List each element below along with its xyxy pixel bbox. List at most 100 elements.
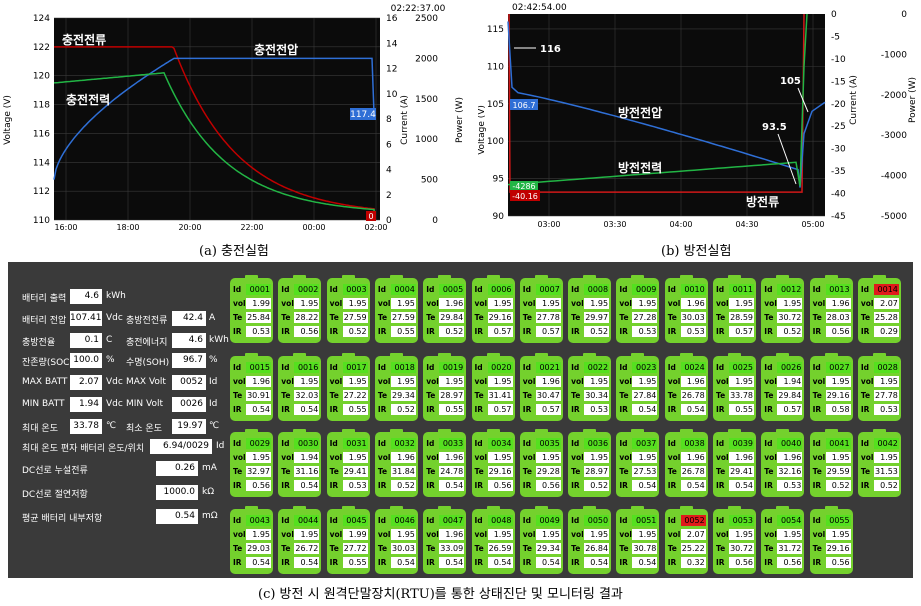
battery-cell-0032[interactable]: Id 0032 vol 1.96 Te 31.84 IR 0.52 (374, 429, 418, 497)
battery-cell-0050[interactable]: Id 0050 vol 1.95 Te 26.84 IR 0.54 (568, 506, 612, 574)
battery-cell-0045[interactable]: Id 0045 vol 1.99 Te 27.72 IR 0.55 (326, 506, 370, 574)
battery-cell-0029[interactable]: Id 0029 vol 1.95 Te 32.97 IR 0.56 (230, 429, 273, 497)
cell-key: Te (860, 391, 871, 400)
cell-key: IR (377, 558, 387, 567)
battery-cell-0004[interactable]: Id 0004 vol 1.95 Te 27.59 IR 0.55 (374, 275, 418, 343)
summary-value: 0.1 (70, 333, 102, 348)
battery-cell-0048[interactable]: Id 0048 vol 1.95 Te 26.59 IR 0.54 (471, 506, 515, 574)
battery-cell-0033[interactable]: Id 0033 vol 1.96 Te 24.78 IR 0.54 (423, 429, 467, 497)
cell-id-value: 0012 (777, 284, 803, 295)
discharge-power-marker-text: -4286 (512, 182, 535, 191)
cell-id-value: 0036 (584, 438, 610, 449)
cell-field-ir: IR 0.29 (861, 325, 899, 338)
cell-key: Te (474, 467, 484, 476)
battery-cell-0006[interactable]: Id 0006 vol 1.95 Te 29.16 IR 0.57 (471, 275, 515, 343)
cell-key: Id (522, 363, 531, 372)
battery-terminal-icon (824, 353, 838, 357)
battery-cell-0042[interactable]: Id 0042 vol 1.95 Te 31.53 IR 0.52 (857, 429, 901, 497)
cell-key: IR (377, 481, 387, 490)
battery-cell-0001[interactable]: Id 0001 vol 1.99 Te 25.84 IR 0.53 (230, 275, 273, 343)
cell-key: IR (474, 405, 484, 414)
battery-cell-0017[interactable]: Id 0017 vol 1.95 Te 27.22 IR 0.55 (326, 353, 370, 421)
battery-cell-0025[interactable]: Id 0025 vol 1.95 Te 33.78 IR 0.55 (713, 353, 756, 421)
battery-cell-0008[interactable]: Id 0008 vol 1.95 Te 29.97 IR 0.52 (568, 275, 612, 343)
battery-cell-0040[interactable]: Id 0040 vol 1.96 Te 32.16 IR 0.53 (761, 429, 805, 497)
cell-field-te: Te 25.22 (668, 542, 706, 555)
summary-label-2: 충전에너지 (126, 338, 168, 348)
battery-cell-0034[interactable]: Id 0034 vol 1.95 Te 29.16 IR 0.56 (471, 429, 515, 497)
battery-cell-0037[interactable]: Id 0037 vol 1.95 Te 27.53 IR 0.54 (616, 429, 660, 497)
battery-cell-0039[interactable]: Id 0039 vol 1.96 Te 29.41 IR 0.54 (713, 429, 756, 497)
battery-cell-0054[interactable]: Id 0054 vol 1.95 Te 31.72 IR 0.56 (761, 506, 805, 574)
battery-cell-0028[interactable]: Id 0028 vol 1.95 Te 27.78 IR 0.53 (857, 353, 901, 421)
cell-field-vol: vol 1.95 (475, 297, 513, 310)
cell-key: Id (667, 363, 676, 372)
battery-cell-0046[interactable]: Id 0046 vol 1.95 Te 30.03 IR 0.54 (374, 506, 418, 574)
battery-cell-0019[interactable]: Id 0019 vol 1.95 Te 28.97 IR 0.55 (423, 353, 467, 421)
cell-field-te: Te 33.78 (716, 389, 754, 402)
battery-cell-0002[interactable]: Id 0002 vol 1.95 Te 28.22 IR 0.56 (278, 275, 322, 343)
cell-vol-value: 1.95 (390, 529, 416, 540)
cell-field-vol: vol 1.95 (523, 528, 561, 541)
cell-vol-value: 1.95 (342, 376, 368, 387)
summary-unit-2: A (209, 313, 216, 323)
cell-te-value: 31.41 (487, 390, 513, 401)
summary-label: 최대 온도 (22, 424, 58, 434)
battery-cell-0016[interactable]: Id 0016 vol 1.95 Te 32.03 IR 0.54 (278, 353, 322, 421)
cell-ir-value: 0.52 (439, 326, 465, 337)
battery-cell-0030[interactable]: Id 0030 vol 1.94 Te 31.16 IR 0.54 (278, 429, 322, 497)
battery-cell-0012[interactable]: Id 0012 vol 1.95 Te 30.72 IR 0.52 (761, 275, 805, 343)
battery-cell-0018[interactable]: Id 0018 vol 1.95 Te 29.34 IR 0.52 (374, 353, 418, 421)
cell-key: vol (860, 377, 874, 386)
battery-cell-0026[interactable]: Id 0026 vol 1.94 Te 29.84 IR 0.57 (761, 353, 805, 421)
battery-cell-0005[interactable]: Id 0005 vol 1.96 Te 29.84 IR 0.52 (423, 275, 467, 343)
battery-cell-0013[interactable]: Id 0013 vol 1.96 Te 28.03 IR 0.56 (809, 275, 853, 343)
battery-cell-0055[interactable]: Id 0055 vol 1.95 Te 29.16 IR 0.56 (809, 506, 853, 574)
battery-cell-0047[interactable]: Id 0047 vol 1.96 Te 33.09 IR 0.54 (423, 506, 467, 574)
battery-cell-0003[interactable]: Id 0003 vol 1.95 Te 27.59 IR 0.52 (326, 275, 370, 343)
cell-te-value: 29.41 (342, 466, 368, 477)
summary-row: MIN BATT 1.94 Vdc MIN Volt 0026 Id (8, 396, 230, 414)
battery-cell-0023[interactable]: Id 0023 vol 1.95 Te 27.84 IR 0.54 (616, 353, 660, 421)
battery-cell-0053[interactable]: Id 0053 vol 1.95 Te 30.72 IR 0.56 (713, 506, 756, 574)
cell-key: IR (281, 327, 290, 336)
battery-cell-0035[interactable]: Id 0035 vol 1.95 Te 29.28 IR 0.56 (519, 429, 563, 497)
cell-key: Id (571, 363, 580, 372)
cell-key: IR (522, 327, 532, 336)
battery-cell-0031[interactable]: Id 0031 vol 1.95 Te 29.41 IR 0.53 (326, 429, 370, 497)
battery-cell-0043[interactable]: Id 0043 vol 1.95 Te 29.03 IR 0.54 (230, 506, 273, 574)
current-tick-label: 6 (386, 140, 392, 150)
battery-cell-0014[interactable]: Id 0014 vol 2.07 Te 25.28 IR 0.29 (857, 275, 901, 343)
cell-key: IR (571, 558, 580, 567)
battery-cell-0024[interactable]: Id 0024 vol 1.96 Te 26.78 IR 0.54 (664, 353, 708, 421)
cell-key: Te (474, 391, 484, 400)
cell-field-id: Id 0053 (716, 514, 754, 527)
battery-cell-0011[interactable]: Id 0011 vol 1.95 Te 28.59 IR 0.57 (713, 275, 756, 343)
cell-key: Te (329, 313, 339, 322)
battery-cell-0009[interactable]: Id 0009 vol 1.95 Te 27.28 IR 0.53 (616, 275, 660, 343)
battery-cell-0041[interactable]: Id 0041 vol 1.95 Te 29.59 IR 0.52 (809, 429, 853, 497)
battery-cell-0049[interactable]: Id 0049 vol 1.95 Te 29.34 IR 0.54 (519, 506, 563, 574)
battery-cell-0036[interactable]: Id 0036 vol 1.95 Te 28.97 IR 0.52 (568, 429, 612, 497)
battery-cell-0038[interactable]: Id 0038 vol 1.96 Te 26.78 IR 0.54 (664, 429, 708, 497)
battery-cell-0052[interactable]: Id 0052 vol 2.07 Te 25.22 IR 0.32 (664, 506, 708, 574)
battery-cell-0020[interactable]: Id 0020 vol 1.95 Te 31.41 IR 0.57 (471, 353, 515, 421)
current-tick-label: -40 (831, 190, 846, 200)
battery-terminal-icon (245, 506, 258, 510)
cell-field-id: Id 0042 (861, 437, 899, 450)
cell-field-id: Id 0040 (764, 437, 803, 450)
battery-cell-0010[interactable]: Id 0010 vol 1.96 Te 30.03 IR 0.53 (664, 275, 708, 343)
cell-vol-value: 1.95 (487, 376, 513, 387)
battery-cell-0021[interactable]: Id 0021 vol 1.96 Te 30.47 IR 0.57 (519, 353, 563, 421)
battery-cell-0044[interactable]: Id 0044 vol 1.95 Te 26.72 IR 0.54 (278, 506, 322, 574)
battery-cell-0051[interactable]: Id 0051 vol 1.95 Te 30.78 IR 0.54 (616, 506, 660, 574)
battery-cell-0027[interactable]: Id 0027 vol 1.95 Te 29.16 IR 0.58 (809, 353, 853, 421)
battery-cell-0022[interactable]: Id 0022 vol 1.95 Te 30.34 IR 0.53 (568, 353, 612, 421)
cell-id-value: 0049 (535, 515, 561, 526)
battery-cell-0007[interactable]: Id 0007 vol 1.95 Te 27.78 IR 0.57 (519, 275, 563, 343)
summary-label: DC선로 누설전류 (22, 466, 88, 476)
cell-key: IR (764, 327, 773, 336)
voltage-tick-label: 122 (33, 43, 50, 53)
battery-cell-0015[interactable]: Id 0015 vol 1.96 Te 30.91 IR 0.54 (230, 353, 273, 421)
cell-key: Id (233, 285, 242, 294)
